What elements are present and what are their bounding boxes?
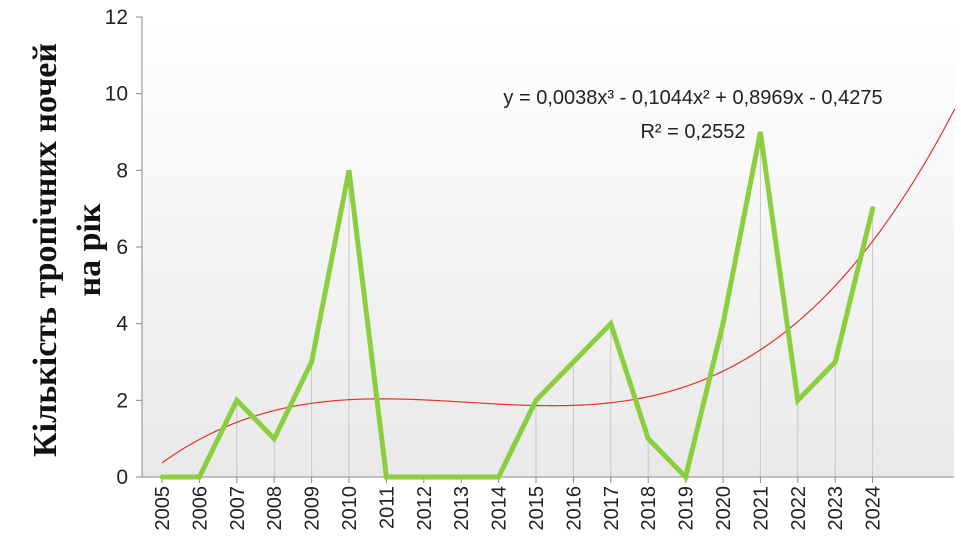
x-tick-label: 2012 <box>414 486 436 531</box>
y-tick-label: 4 <box>116 313 128 336</box>
x-tick-label: 2017 <box>601 486 623 531</box>
y-tick-label: 6 <box>116 236 128 259</box>
y-axis-label-line2: на рік <box>71 203 108 296</box>
x-tick-label: 2022 <box>788 486 810 531</box>
y-axis-label-line1: Кількість тропічних ночей <box>27 43 64 457</box>
x-tick-label: 2006 <box>189 486 211 531</box>
y-tick-label: 2 <box>116 389 128 412</box>
x-tick-label: 2021 <box>750 486 772 531</box>
x-tick-label: 2014 <box>489 486 511 531</box>
x-tick-label: 2020 <box>713 486 735 531</box>
y-tick-label: 8 <box>116 159 128 182</box>
series-line <box>159 131 876 482</box>
y-axis-label: Кількість тропічних ночей на рік <box>27 43 108 457</box>
x-tick-label: 2024 <box>863 486 885 531</box>
x-tick-label: 2013 <box>451 486 473 531</box>
x-tick-label: 2005 <box>152 486 174 531</box>
x-tick-label: 2011 <box>376 486 398 529</box>
y-tick-label: 12 <box>105 6 128 29</box>
x-tick-label: 2009 <box>302 486 324 531</box>
trendline <box>161 108 956 464</box>
trendline-r2: R² = 0,2552 <box>640 121 745 143</box>
x-tick-label: 2019 <box>676 486 698 531</box>
trendline-equation: y = 0,0038x³ - 0,1044x² + 0,8969x - 0,42… <box>503 87 882 109</box>
x-tick-label: 2015 <box>526 486 548 531</box>
x-tick-label: 2016 <box>563 486 585 531</box>
x-tick-label: 2010 <box>339 486 361 531</box>
plot-area <box>142 17 954 477</box>
y-tick-label: 0 <box>116 466 128 489</box>
x-tick-label: 2008 <box>264 486 286 531</box>
x-tick-label: 2007 <box>227 486 249 531</box>
y-tick-label: 10 <box>105 83 128 106</box>
x-tick-label: 2023 <box>825 486 847 531</box>
x-tick-label: 2018 <box>638 486 660 531</box>
